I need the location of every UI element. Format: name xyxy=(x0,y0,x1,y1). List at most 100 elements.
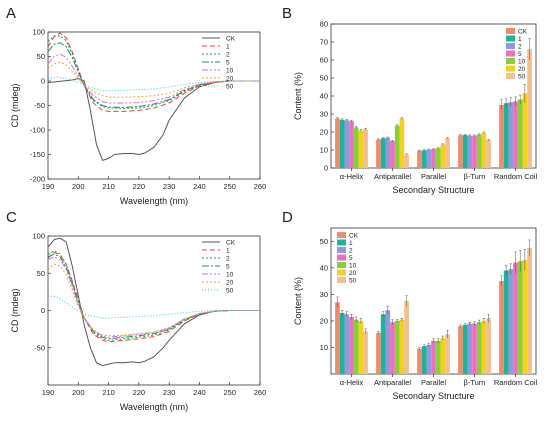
bar xyxy=(426,344,432,374)
legend-label: CK xyxy=(226,240,236,247)
legend-label: 1 xyxy=(226,44,230,51)
legend-label: 20 xyxy=(518,66,526,73)
legend-label: 5 xyxy=(349,255,353,262)
bar xyxy=(467,323,473,374)
x-tick-label: 200 xyxy=(72,388,85,397)
legend-label: 50 xyxy=(518,74,526,81)
bar xyxy=(527,49,532,169)
panel-letter-b: B xyxy=(282,5,292,22)
x-tick-label: 210 xyxy=(102,388,115,397)
bar xyxy=(481,132,487,168)
series-line-2 xyxy=(47,35,260,109)
x-tick-label: 220 xyxy=(133,182,146,191)
bar xyxy=(421,346,427,374)
y-tick-label: 40 xyxy=(320,92,328,101)
bar xyxy=(394,125,400,168)
y-axis-label: Content (%) xyxy=(293,72,303,120)
y-tick-label: 70 xyxy=(320,38,328,47)
series-line-50 xyxy=(47,76,260,92)
bar xyxy=(435,340,441,374)
bar xyxy=(481,320,487,374)
x-tick-label: α-Helix xyxy=(340,172,364,181)
y-tick-label: 60 xyxy=(320,56,328,65)
bar xyxy=(335,302,340,374)
bar xyxy=(517,261,523,374)
bar xyxy=(431,149,436,168)
legend-label: 2 xyxy=(518,44,522,51)
y-tick-label: 50 xyxy=(320,237,328,246)
bar xyxy=(513,101,518,168)
y-tick-label: 0 xyxy=(41,306,45,315)
x-tick-label: 250 xyxy=(223,182,236,191)
y-tick-label: 0 xyxy=(324,164,328,173)
series-line-ck xyxy=(47,237,260,367)
bar xyxy=(431,340,436,374)
bar xyxy=(344,314,350,374)
x-axis-label: Secondary Structure xyxy=(392,391,474,401)
chart-a-circular-dichroism: CD (mdeg)Wavelength (nm)190 200 210 220 230 2… xyxy=(10,28,266,207)
bar xyxy=(417,150,422,168)
y-tick-label: -50 xyxy=(34,101,45,110)
bar xyxy=(353,127,359,168)
bar xyxy=(363,129,368,168)
legend-label: 2 xyxy=(226,52,230,59)
x-tick-label: Parallel xyxy=(421,172,446,181)
bar xyxy=(335,118,340,168)
bar xyxy=(517,99,523,168)
bar xyxy=(522,93,528,168)
bar xyxy=(527,247,532,374)
series-line-ck xyxy=(47,77,260,162)
series-line-20 xyxy=(47,263,260,337)
bar xyxy=(358,130,364,168)
legend-swatch xyxy=(337,254,346,261)
bar xyxy=(349,121,354,168)
x-axis-label: Wavelength (nm) xyxy=(120,402,188,412)
bar xyxy=(380,138,386,168)
chart-d-secondary-structure: Content (%)Secondary Structure1020304050… xyxy=(293,227,538,401)
legend-label: CK xyxy=(349,233,359,240)
bar xyxy=(462,324,468,374)
y-axis-label: Content (%) xyxy=(293,277,303,325)
bar xyxy=(421,150,427,168)
bar xyxy=(508,102,514,168)
bar xyxy=(390,141,395,168)
legend-label: 10 xyxy=(349,263,357,270)
x-tick-label: Antiparallel xyxy=(374,378,411,387)
bar xyxy=(399,319,405,374)
x-tick-label: 210 xyxy=(102,182,115,191)
legend-swatch xyxy=(506,43,515,49)
legend-label: 2 xyxy=(349,248,353,255)
legend-label: 5 xyxy=(226,60,230,67)
bar xyxy=(440,338,446,374)
legend-swatch xyxy=(337,277,346,283)
legend-swatch xyxy=(337,247,346,253)
bar xyxy=(435,148,441,168)
bar xyxy=(385,137,391,168)
bar xyxy=(399,118,405,168)
bar xyxy=(458,135,463,168)
legend-label: 5 xyxy=(226,264,230,271)
bar xyxy=(380,314,386,374)
legend-label: 50 xyxy=(226,84,234,91)
legend-swatch xyxy=(506,35,515,42)
x-tick-label: 250 xyxy=(223,388,236,397)
bar xyxy=(417,348,422,374)
x-tick-label: 240 xyxy=(193,388,206,397)
y-tick-label: 20 xyxy=(320,316,328,325)
series-line-10 xyxy=(47,256,260,338)
bar xyxy=(458,326,463,374)
bar xyxy=(440,144,446,168)
x-tick-label: 240 xyxy=(193,182,206,191)
y-tick-label: 20 xyxy=(320,128,328,137)
legend-label: 5 xyxy=(518,51,522,58)
bar xyxy=(472,323,477,374)
panel-letter-d: D xyxy=(282,209,293,226)
x-tick-label: β-Turn xyxy=(464,378,486,387)
y-tick-label: 40 xyxy=(320,263,328,272)
legend-label: 1 xyxy=(518,36,522,43)
bar xyxy=(349,316,354,374)
bar xyxy=(445,138,450,168)
bar xyxy=(376,139,381,168)
y-axis-label: CD (mdeg) xyxy=(10,83,20,127)
